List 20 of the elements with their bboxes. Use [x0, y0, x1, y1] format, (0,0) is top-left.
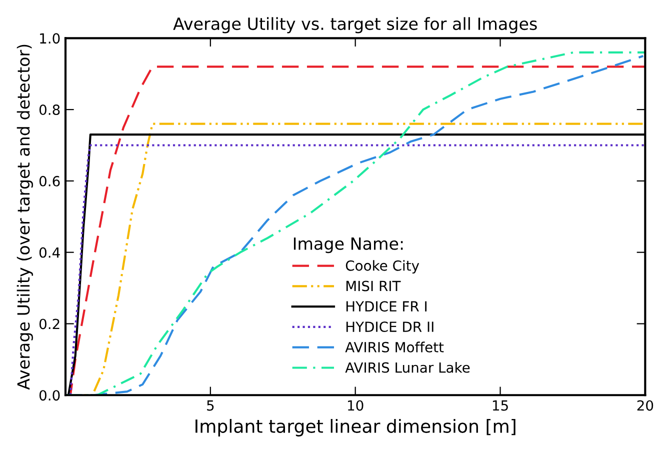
- x-tick-label: 20: [637, 400, 654, 411]
- chart-title: Average Utility vs. target size for all Images: [173, 17, 537, 34]
- y-tick-label: 0.4: [39, 247, 60, 258]
- legend-label: AVIRIS Lunar Lake: [345, 362, 470, 373]
- legend-label: AVIRIS Moffett: [345, 342, 444, 352]
- legend-label: MISI RIT: [346, 280, 401, 292]
- y-tick-label: 0.2: [39, 318, 60, 330]
- y-tick-label: 0.6: [39, 176, 60, 186]
- legend-title: Image Name:: [294, 238, 403, 254]
- x-axis-title: Implant target linear dimension [m]: [196, 418, 516, 436]
- x-tick-label: 10: [348, 400, 364, 411]
- y-tick-label: 1.0: [40, 33, 60, 44]
- y-tick-label: 0.8: [39, 104, 60, 116]
- legend-label: Cooke City: [346, 260, 420, 274]
- y-tick-label: 0.0: [39, 390, 60, 401]
- legend-label: HYDICE FR I: [346, 301, 426, 312]
- y-axis-title: Average Utility (over target and detector): [16, 44, 33, 390]
- x-tick-label: 5: [207, 400, 214, 411]
- x-tick-label: 15: [492, 400, 508, 411]
- legend-label: HYDICE DR II: [346, 322, 434, 332]
